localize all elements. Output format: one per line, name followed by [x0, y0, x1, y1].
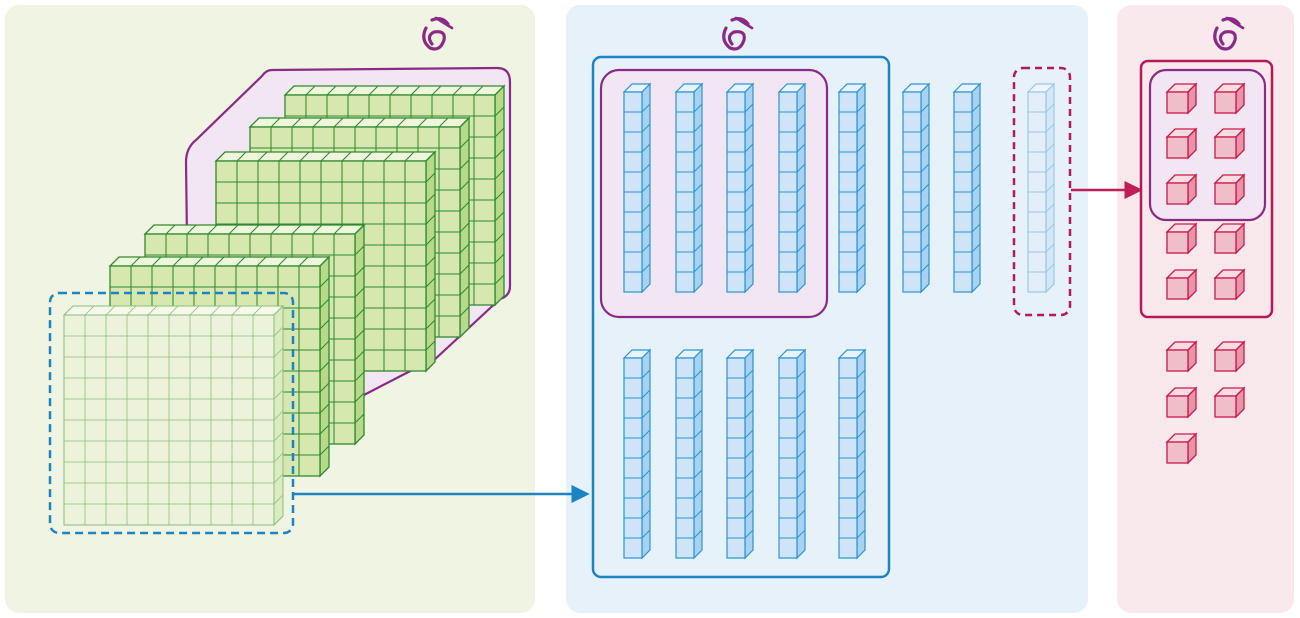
element-cube: [1213, 268, 1246, 301]
column-vector: [725, 348, 755, 560]
column-vector: [777, 348, 807, 560]
element-cube: [1165, 173, 1198, 206]
column-vectors: [622, 82, 1056, 560]
wave-icon: [1213, 16, 1245, 51]
element-cube: [1213, 222, 1246, 255]
tensor-slice: [62, 304, 285, 527]
element-cube: [1213, 340, 1246, 373]
column-vector: [837, 348, 867, 560]
columns-frame: [591, 55, 891, 579]
element-cube: [1165, 386, 1198, 419]
element-cube: [1165, 268, 1198, 301]
element-cube: [1165, 82, 1198, 115]
column-vector: [674, 348, 704, 560]
element-cube: [1165, 222, 1198, 255]
selected-slice-frame: [48, 291, 295, 535]
element-cubes: [1165, 82, 1246, 465]
element-cube: [1165, 340, 1198, 373]
column-vector: [777, 82, 807, 294]
column-vector: [952, 82, 982, 294]
column-vector: [837, 82, 867, 294]
element-cube: [1213, 173, 1246, 206]
element-cube: [1165, 127, 1198, 160]
element-cube: [1213, 386, 1246, 419]
pending-column-frame: [1012, 66, 1072, 317]
column-vector: [725, 82, 755, 294]
element-cube: [1213, 82, 1246, 115]
column-vector: [622, 82, 652, 294]
element-cube: [1165, 432, 1198, 465]
element-cube: [1213, 127, 1246, 160]
pending-column-vector: [1026, 82, 1056, 294]
column-vector: [622, 348, 652, 560]
selection-region-middle: [599, 68, 829, 319]
wave-icon: [722, 16, 754, 51]
wave-icon: [422, 16, 454, 51]
tensor-stack: [62, 84, 506, 527]
column-vector: [901, 82, 931, 294]
column-vector: [674, 82, 704, 294]
